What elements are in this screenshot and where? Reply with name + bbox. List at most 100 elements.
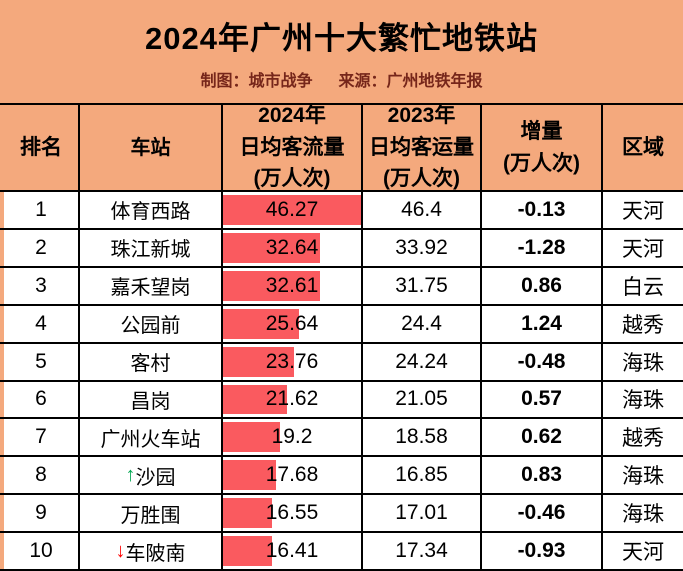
header-delta: 增量 (万人次) [482, 105, 603, 190]
flow-2024-cell: 21.62 [223, 381, 363, 418]
station-cell: 公园前 [80, 305, 223, 342]
source-label: 来源：广州地铁年报 [338, 73, 483, 90]
flow-2023-cell: 18.58 [363, 419, 482, 456]
header-flow-2024: 2024年 日均客流量 (万人次) [223, 104, 363, 190]
station-cell: 昌岗 [80, 381, 223, 418]
title-area: 2024年广州十大繁忙地铁站 制图：城市战争 来源：广州地铁年报 [0, 0, 683, 103]
flow-2024-cell: 32.64 [223, 229, 363, 266]
station-name: 广州火车站 [100, 428, 201, 451]
data-bar [223, 460, 276, 491]
flow-2024-value: 23.76 [265, 349, 319, 373]
data-bar [223, 498, 273, 529]
table-row: 4 公园前 25.64 24.4 1.24 越秀 [0, 305, 683, 344]
table-row: 8 ↑ 沙园 17.68 16.85 0.83 海珠 [0, 457, 683, 496]
credit-label: 制图：城市战争 [200, 73, 313, 90]
left-margin-strip [0, 343, 4, 380]
data-bar [223, 346, 294, 377]
page-title: 2024年广州十大繁忙地铁站 [145, 21, 538, 56]
rank-cell: 6 [4, 381, 80, 418]
flow-2023-cell: 24.24 [363, 343, 482, 380]
table-body: 1 体育西路 46.27 46.4 -0.13 天河 2 珠江新城 32.64 … [0, 192, 683, 571]
flow-2024-cell: 19.2 [223, 419, 363, 456]
station-name: 昌岗 [130, 390, 171, 413]
left-margin-strip [0, 495, 4, 532]
rank-cell: 5 [4, 343, 80, 380]
table-row: 1 体育西路 46.27 46.4 -0.13 天河 [0, 192, 683, 230]
delta-cell: 1.24 [482, 305, 603, 342]
district-cell: 越秀 [622, 313, 664, 337]
header-district: 区域 [622, 135, 664, 159]
flow-2024-value: 16.41 [265, 539, 319, 563]
flow-2024-value: 21.62 [265, 387, 319, 411]
flow-2024-value: 16.55 [265, 501, 319, 525]
data-bar [223, 536, 272, 567]
table-row: 9 万胜围 16.55 17.01 -0.46 海珠 [0, 495, 683, 534]
table-header-row: 排名 车站 2024年 日均客流量 (万人次) 2023年 日均客运量 (万人次… [0, 103, 683, 192]
rank-cell: 7 [4, 419, 80, 456]
station-cell: ↓ 车陂南 [80, 533, 223, 570]
flow-2023-cell: 24.4 [363, 305, 482, 342]
header-flow-2023: 2023年 日均客运量 (万人次) [363, 104, 482, 190]
station-cell: 珠江新城 [80, 229, 223, 266]
rank-cell: 2 [4, 229, 80, 266]
left-margin-strip [0, 305, 4, 342]
left-margin-strip [0, 381, 4, 418]
station-name: 车陂南 [125, 542, 186, 565]
flow-2024-value: 46.27 [265, 197, 319, 221]
district-cell: 越秀 [622, 427, 664, 451]
flow-2023-cell: 16.85 [363, 457, 482, 494]
table-row: 2 珠江新城 32.64 33.92 -1.28 天河 [0, 229, 683, 268]
data-bar [223, 232, 321, 263]
delta-cell: -0.46 [482, 495, 603, 532]
station-name: 嘉禾望岗 [110, 277, 191, 300]
table-row: 6 昌岗 21.62 21.05 0.57 海珠 [0, 381, 683, 420]
station-name: 客村 [130, 353, 171, 376]
data-bar [223, 270, 321, 301]
station-cell: ↑ 沙园 [80, 457, 223, 494]
station-name: 珠江新城 [110, 239, 191, 262]
district-cell: 海珠 [622, 389, 664, 413]
flow-2024-cell: 23.76 [223, 343, 363, 380]
rank-down-arrow-icon: ↓ [115, 539, 126, 562]
left-margin-strip [0, 229, 4, 266]
flow-2024-value: 32.61 [265, 273, 319, 297]
metro-ranking-table: 排名 车站 2024年 日均客流量 (万人次) 2023年 日均客运量 (万人次… [0, 103, 683, 571]
data-bar [223, 308, 300, 339]
station-name: 沙园 [135, 466, 176, 489]
table-row: 3 嘉禾望岗 32.61 31.75 0.86 白云 [0, 267, 683, 306]
flow-2023-cell: 17.01 [363, 495, 482, 532]
station-cell: 体育西路 [80, 192, 223, 228]
table-row: 10 ↓ 车陂南 16.41 17.34 -0.93 天河 [0, 533, 683, 571]
district-cell: 天河 [622, 199, 664, 223]
delta-cell: -1.28 [482, 229, 603, 266]
delta-cell: -0.48 [482, 343, 603, 380]
district-cell: 海珠 [622, 351, 664, 375]
flow-2024-cell: 25.64 [223, 305, 363, 342]
district-cell: 天河 [622, 237, 664, 261]
station-name: 体育西路 [110, 201, 191, 224]
left-margin-strip [0, 533, 4, 570]
flow-2023-cell: 31.75 [363, 267, 482, 304]
flow-2023-cell: 46.4 [363, 192, 482, 228]
data-bar [223, 422, 281, 453]
flow-2024-value: 32.64 [265, 235, 319, 259]
station-name: 万胜围 [120, 504, 181, 527]
rank-cell: 4 [4, 305, 80, 342]
table-row: 5 客村 23.76 24.24 -0.48 海珠 [0, 343, 683, 382]
flow-2024-value: 25.64 [265, 311, 319, 335]
station-cell: 客村 [80, 343, 223, 380]
flow-2024-cell: 16.55 [223, 495, 363, 532]
flow-2024-cell: 32.61 [223, 267, 363, 304]
flow-2024-cell: 46.27 [223, 192, 363, 228]
flow-2023-cell: 21.05 [363, 381, 482, 418]
left-margin-strip [0, 192, 4, 228]
district-cell: 天河 [622, 541, 664, 565]
district-cell: 白云 [622, 275, 664, 299]
header-station: 车站 [80, 105, 223, 190]
table-row: 7 广州火车站 19.2 18.58 0.62 越秀 [0, 419, 683, 458]
left-margin-strip [0, 105, 4, 190]
header-rank: 排名 [4, 105, 80, 190]
rank-up-arrow-icon: ↑ [125, 463, 136, 486]
delta-cell: 0.62 [482, 419, 603, 456]
